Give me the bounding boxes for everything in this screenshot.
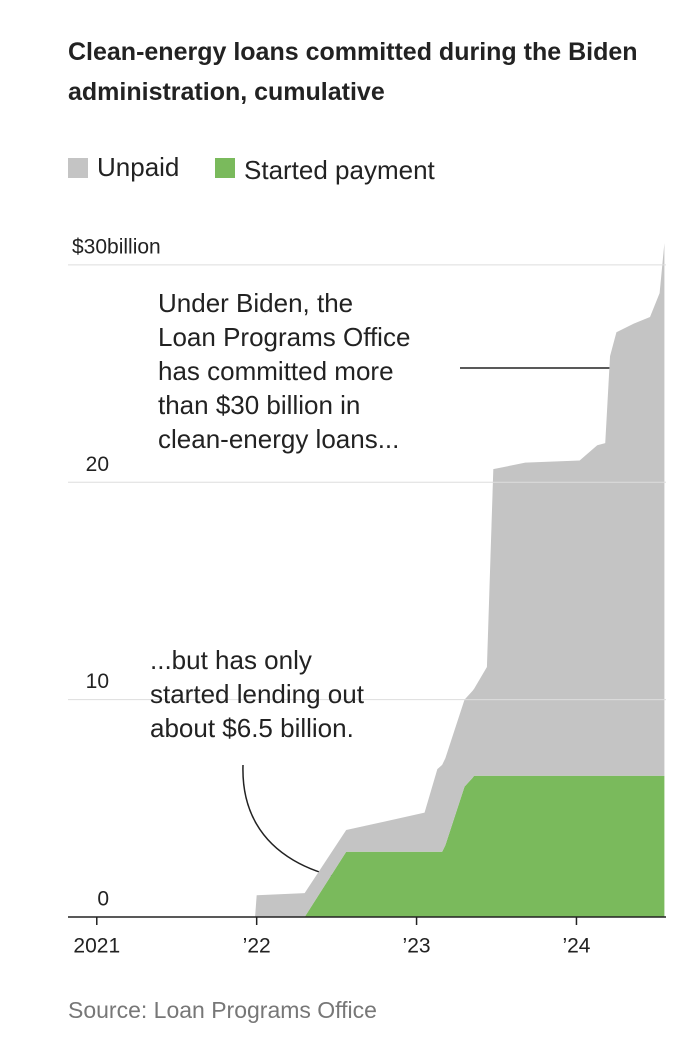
y-tick-label: 20 <box>86 453 109 476</box>
y-tick-label: 0 <box>97 888 109 911</box>
plot <box>255 243 665 917</box>
area <box>255 775 665 917</box>
annotation: about $6.5 billion. <box>150 713 354 743</box>
annotation: Under Biden, the <box>158 288 353 318</box>
source: Source: Loan Programs Office <box>68 997 377 1023</box>
annotation: than $30 billion in <box>158 390 360 420</box>
x-tick-label: 2021 <box>73 935 120 958</box>
area <box>255 243 665 917</box>
legend-swatch <box>68 158 88 178</box>
chart-title: Clean-energy loans committed during the … <box>68 38 638 106</box>
legend-label: Started payment <box>244 155 436 185</box>
legend-label: Unpaid <box>97 152 179 182</box>
x-tick-label: ’22 <box>243 935 271 958</box>
annotation: Loan Programs Office <box>158 322 410 352</box>
x-tick-label: ’23 <box>403 935 431 958</box>
legend-swatch <box>215 158 235 178</box>
x-tick-label: ’24 <box>562 935 590 958</box>
y-tick-label: $30billion <box>72 235 161 258</box>
annotation: ...but has only <box>150 645 312 675</box>
annotation: has committed more <box>158 356 394 386</box>
annotation: clean-energy loans... <box>158 424 399 454</box>
annotation: started lending out <box>150 679 365 709</box>
y-tick-label: 10 <box>86 670 109 693</box>
